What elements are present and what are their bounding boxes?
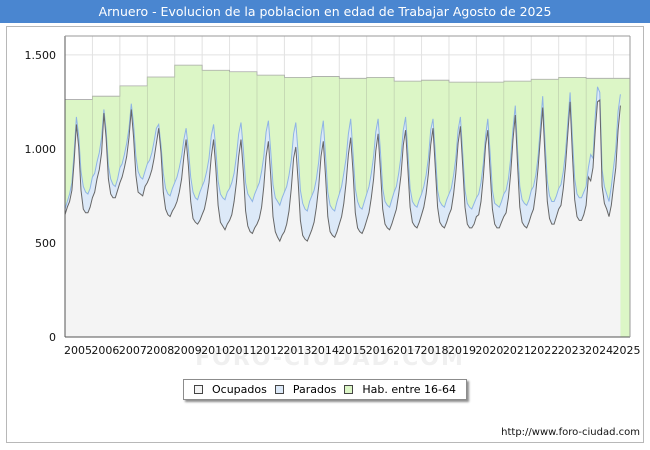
y-tick-label: 500 (35, 237, 56, 250)
x-tick-label: 2011 (229, 344, 257, 357)
legend: Ocupados Parados Hab. entre 16-64 (183, 379, 467, 400)
x-tick-label: 2007 (119, 344, 147, 357)
x-tick-label: 2018 (421, 344, 449, 357)
x-tick-label: 2020 (475, 344, 503, 357)
x-tick-label: 2006 (91, 344, 119, 357)
legend-label-hab: Hab. entre 16-64 (362, 383, 456, 396)
ocupados-line (64, 98, 621, 243)
axes (64, 35, 631, 338)
y-tick-label: 1.500 (25, 49, 57, 62)
y-tick-label: 1.000 (25, 143, 57, 156)
legend-swatch-parados (274, 385, 284, 394)
x-tick-label: 2025 (613, 344, 641, 357)
legend-item-ocupados: Ocupados (193, 383, 267, 396)
x-tick-label: 2024 (585, 344, 613, 357)
ocupados-area (65, 100, 621, 337)
parados-line (64, 86, 621, 212)
hab-line (65, 64, 630, 100)
legend-item-parados: Parados (274, 383, 337, 396)
x-axis-ticks: 2005 2006 2007 2008 2009 2010 2011 2012 2013 2014… (64, 344, 641, 357)
x-tick-label: 2012 (256, 344, 284, 357)
x-tick-label: 2010 (201, 344, 229, 357)
x-tick-label: 2021 (503, 344, 531, 357)
chart-title: Arnuero - Evolucion de la poblacion en e… (0, 0, 650, 23)
x-tick-label: 2015 (338, 344, 366, 357)
source-link[interactable]: http://www.foro-ciudad.com (501, 427, 640, 438)
x-tick-label: 2009 (174, 344, 202, 357)
x-tick-label: 2016 (366, 344, 394, 357)
legend-label-ocupados: Ocupados (211, 383, 267, 396)
watermark: FORO-CIUDAD.COM (195, 346, 465, 371)
legend-item-hab: Hab. entre 16-64 (344, 383, 456, 396)
x-tick-label: 2014 (311, 344, 339, 357)
legend-swatch-ocupados (193, 385, 203, 394)
legend-swatch-hab (344, 385, 354, 394)
series-layer (64, 64, 630, 338)
chart-frame (6, 26, 644, 443)
y-axis-ticks: 0 500 1.000 1.500 (25, 49, 57, 344)
y-tick-label: 0 (49, 331, 56, 344)
x-tick-label: 2013 (283, 344, 311, 357)
legend-label-parados: Parados (292, 383, 337, 396)
x-tick-label: 2005 (64, 344, 92, 357)
x-tick-label: 2017 (393, 344, 421, 357)
x-tick-label: 2019 (448, 344, 476, 357)
x-tick-label: 2022 (530, 344, 558, 357)
x-tick-label: 2008 (146, 344, 174, 357)
x-tick-label: 2023 (558, 344, 586, 357)
